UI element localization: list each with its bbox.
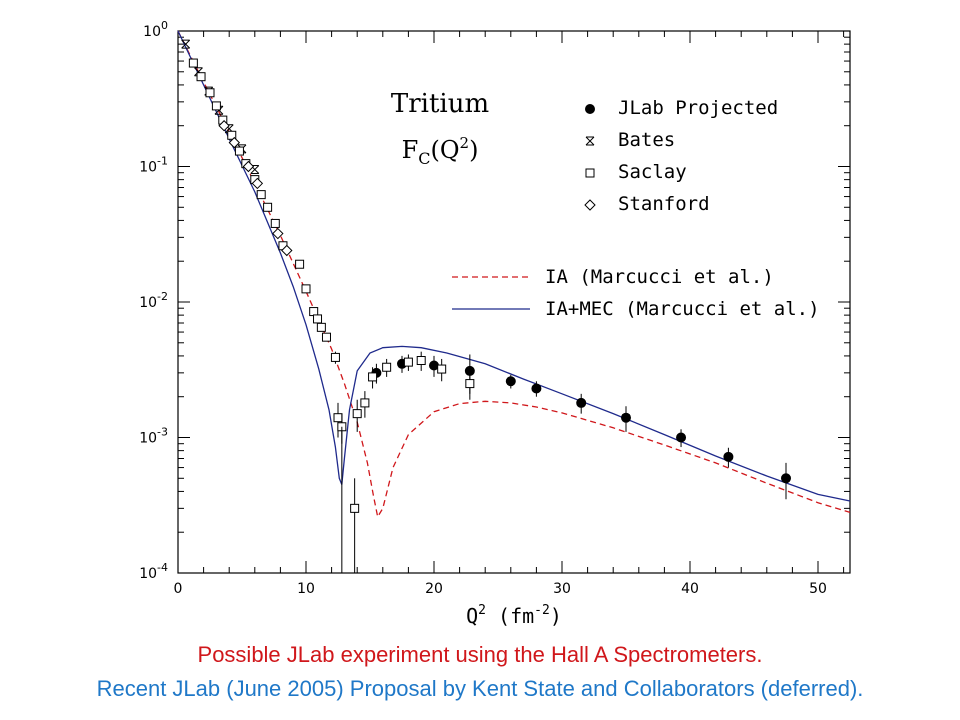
marker-bates — [181, 39, 191, 49]
x-tick-label: 0 — [174, 581, 183, 597]
marker-stanford — [281, 244, 293, 257]
chart-figure: 0 10 20 30 40 50 100 10-1 10-2 10-3 10-4 Tritium F… — [139, 19, 851, 628]
marker-saclay — [403, 357, 413, 367]
marker-stanford — [242, 160, 255, 173]
data-points — [181, 39, 791, 573]
axis-ticks: 0 10 20 30 40 50 100 10-1 10-2 10-3 10-4 — [139, 19, 850, 597]
marker-saclay — [360, 398, 370, 408]
marker-stanford — [272, 227, 284, 240]
legend-label: IA (Marcucci et al.) — [545, 266, 774, 288]
marker-jlab — [585, 104, 595, 114]
marker-stanford — [251, 177, 264, 190]
marker-jlab — [676, 432, 687, 443]
marker-jlab — [576, 397, 587, 408]
marker-saclay — [368, 372, 378, 382]
y-tick-label: 10-4 — [139, 561, 168, 582]
legend-label: Saclay — [618, 161, 687, 183]
caption-line-1: Possible JLab experiment using the Hall … — [197, 642, 763, 667]
marker-saclay — [270, 218, 280, 228]
marker-saclay — [234, 146, 244, 156]
legend-label: JLab Projected — [618, 97, 778, 119]
legend-label: Stanford — [618, 193, 710, 215]
marker-saclay — [196, 72, 206, 82]
legend-label: IA+MEC (Marcucci et al.) — [545, 298, 820, 320]
curve-ia — [177, 30, 851, 519]
marker-saclay — [256, 190, 266, 200]
marker-stanford — [218, 120, 230, 132]
marker-saclay — [321, 332, 331, 342]
marker-saclay — [295, 259, 305, 269]
y-tick-label: 10-2 — [139, 290, 168, 311]
marker-saclay — [437, 364, 447, 374]
x-tick-label: 20 — [425, 581, 443, 597]
chart-subtitle: FC(Q2) — [402, 134, 479, 168]
marker-jlab — [531, 383, 542, 394]
marker-saclay — [585, 168, 595, 178]
marker-saclay — [313, 314, 323, 324]
marker-jlab — [621, 412, 631, 423]
marker-jlab — [723, 451, 734, 462]
marker-saclay — [333, 413, 343, 423]
marker-jlab — [505, 376, 516, 387]
y-tick-label: 100 — [143, 19, 168, 40]
curve-ia-mec — [177, 30, 851, 502]
marker-saclay — [316, 322, 326, 332]
marker-bates — [585, 136, 595, 146]
x-axis-label: Q2 (fm-2) — [466, 603, 562, 628]
marker-saclay — [205, 88, 215, 98]
marker-jlab — [429, 360, 439, 371]
marker-saclay — [350, 503, 360, 513]
x-tick-label: 10 — [297, 581, 315, 597]
marker-saclay — [382, 362, 392, 372]
marker-jlab — [781, 473, 791, 484]
legend-lines: IA (Marcucci et al.) IA+MEC (Marcucci et … — [452, 266, 820, 320]
x-tick-label: 40 — [681, 581, 699, 597]
model-curves — [177, 30, 851, 519]
marker-stanford — [584, 199, 596, 211]
marker-saclay — [227, 130, 237, 140]
caption-line-2: Recent JLab (June 2005) Proposal by Kent… — [96, 676, 864, 701]
chart-title: Tritium — [391, 89, 489, 119]
marker-saclay — [309, 307, 319, 317]
y-tick-label: 10-3 — [139, 426, 168, 447]
marker-stanford — [228, 136, 241, 149]
marker-saclay — [330, 352, 340, 362]
x-tick-label: 30 — [553, 581, 571, 597]
y-tick-label: 10-1 — [139, 155, 168, 176]
marker-saclay — [352, 409, 362, 419]
legend-label: Bates — [618, 129, 675, 151]
marker-saclay — [301, 284, 311, 294]
marker-saclay — [416, 356, 426, 366]
marker-saclay — [211, 101, 221, 111]
legend-markers: JLab Projected Bates Saclay Stanford — [584, 97, 778, 215]
chart-title-block: Tritium FC(Q2) — [391, 89, 489, 168]
marker-saclay — [188, 58, 198, 68]
marker-saclay — [263, 202, 273, 212]
x-tick-label: 50 — [809, 581, 827, 597]
marker-saclay — [465, 379, 475, 389]
